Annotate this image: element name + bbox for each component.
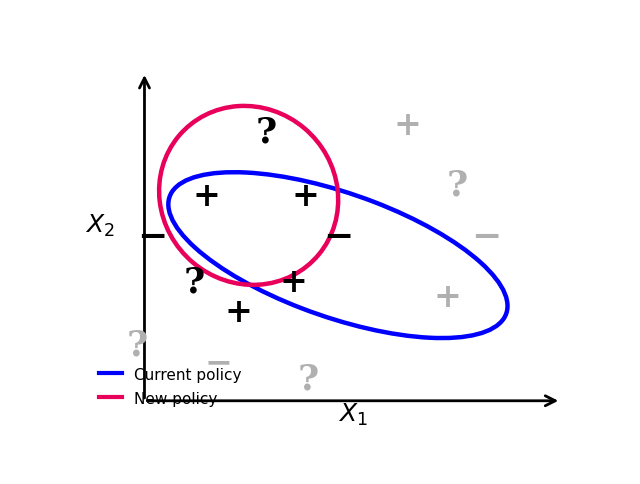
Text: +: +: [292, 180, 319, 212]
Text: +: +: [225, 295, 253, 328]
Text: −: −: [137, 220, 167, 254]
Text: ?: ?: [298, 362, 319, 395]
Text: +: +: [433, 280, 461, 313]
Text: ?: ?: [255, 116, 276, 150]
Text: $X_1$: $X_1$: [338, 401, 367, 427]
Text: ?: ?: [446, 168, 468, 202]
Text: $X_2$: $X_2$: [85, 212, 115, 239]
Legend: Current policy, New policy: Current policy, New policy: [93, 361, 248, 412]
Text: ?: ?: [184, 265, 205, 299]
Text: +: +: [394, 109, 421, 142]
Text: −: −: [205, 346, 233, 378]
Text: +: +: [193, 180, 220, 212]
Text: −: −: [323, 220, 353, 254]
Text: ?: ?: [127, 328, 148, 362]
Text: +: +: [279, 265, 307, 298]
Text: −: −: [472, 220, 502, 254]
